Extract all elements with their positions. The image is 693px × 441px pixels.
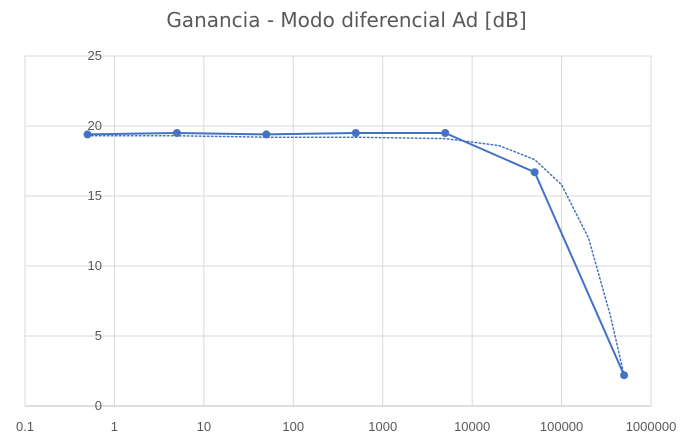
x-tick-label: 1	[111, 419, 118, 434]
y-tick-label: 15	[88, 188, 102, 203]
x-tick-label: 100	[282, 419, 304, 434]
data-point	[172, 129, 181, 137]
y-tick-label: 0	[95, 398, 102, 413]
y-tick-label: 10	[88, 258, 102, 273]
data-point	[262, 130, 271, 139]
data-point	[530, 168, 539, 177]
series-line	[87, 131, 626, 376]
x-tick-label: 100000	[540, 419, 583, 434]
x-tick-label: 10	[197, 419, 211, 434]
trendline	[86, 135, 625, 376]
x-tick-label: 1000000	[626, 419, 677, 434]
y-tick-label: 5	[95, 328, 102, 343]
data-point	[83, 130, 92, 139]
y-tick-label: 20	[88, 118, 102, 133]
x-tick-label: 10000	[454, 419, 490, 434]
chart-title: Ganancia - Modo diferencial Ad [dB]	[166, 8, 527, 32]
y-tick-label: 25	[88, 48, 102, 63]
data-point	[351, 129, 360, 137]
data-point	[441, 129, 450, 137]
x-tick-label: 0.1	[16, 419, 34, 434]
x-tick-label: 1000	[368, 419, 397, 434]
